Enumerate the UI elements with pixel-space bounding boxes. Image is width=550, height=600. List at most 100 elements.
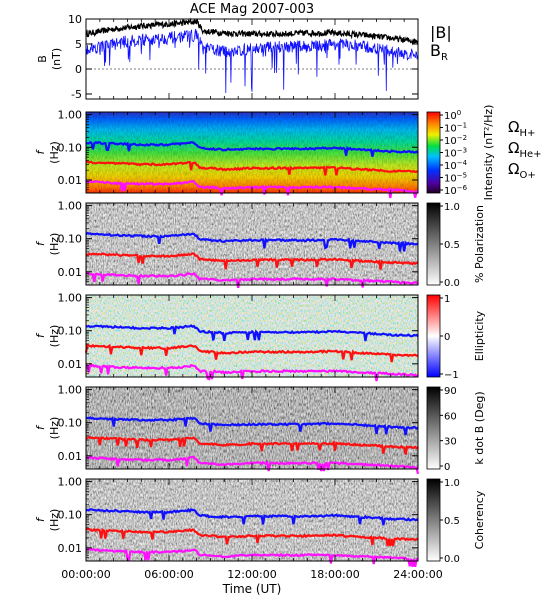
x-tick-label: 18:00:00 (310, 568, 359, 581)
colorbar-tick-label: 100 (444, 109, 461, 122)
colorbar-tick-label: 0 (444, 332, 450, 343)
colorbar-tick-label: 0 (444, 462, 450, 473)
y-tick-label: -5 (71, 88, 82, 101)
colorbar-tick-label: 0.0 (444, 278, 460, 289)
legend-gyrofrequency-h-plus: ΩH+ (508, 118, 535, 139)
gyrofrequency-line-h-plus (85, 232, 419, 252)
y-tick-label: 0.01 (58, 450, 83, 463)
y-axis-label-unit: (Hz) (48, 509, 61, 532)
y-axis-label-unit: (Hz) (48, 417, 61, 440)
colorbar-label: Coherency (473, 490, 486, 549)
y-axis-label: f (34, 240, 47, 246)
y-axis-label-unit: (Hz) (48, 141, 61, 164)
y-tick-label: 0.01 (58, 266, 83, 279)
colorbar-tick-label: 1 (444, 294, 450, 305)
x-tick-label: 00:00:00 (61, 568, 110, 581)
gyrofrequency-line-he-plus (85, 160, 419, 176)
colorbar-tick-label: 1.0 (444, 478, 460, 489)
colorbar-tick-label: 1.0 (444, 202, 460, 213)
chart-title: ACE Mag 2007-003 (190, 2, 314, 17)
y-tick-label: 1.00 (58, 292, 83, 305)
y-tick-label: 0.01 (58, 358, 83, 371)
y-tick-label: 0.01 (58, 542, 83, 555)
y-axis-label-unit: (Hz) (48, 233, 61, 256)
gyrofrequency-line-h-plus (85, 416, 419, 436)
panel-intensity: 1.00 0.10 0.01 f (Hz) 10010−110−210−310−410−5… (34, 105, 542, 201)
spectrogram-image (86, 203, 418, 285)
colorbar (426, 386, 441, 470)
colorbar-tick-label: 90 (444, 386, 457, 397)
panel-magnetic-field: 10 5 0 -5 B (nT) |B|BR (36, 13, 452, 101)
gyrofrequency-line-h-plus (85, 140, 419, 157)
y-tick-label: 10 (68, 13, 82, 26)
panel-coherency: 1.00 0.10 0.01 f (Hz) 1.0 0.5 0.0 Coherency (34, 476, 486, 568)
legend-b-magnitude: |B| (430, 23, 452, 42)
y-axis-label: B (36, 55, 49, 63)
colorbar (426, 294, 441, 378)
colorbar-tick-label: −1 (444, 370, 459, 381)
gyrofrequency-line-o-plus (85, 547, 419, 568)
y-tick-label: 1.00 (58, 109, 83, 122)
colorbar-label: % Polarization (473, 205, 486, 283)
spectrogram-image (86, 479, 418, 561)
colorbar (426, 478, 441, 562)
y-tick-label: 0.10 (58, 325, 83, 338)
spectrogram-texture (86, 112, 418, 193)
y-axis-label: f (34, 332, 47, 338)
legend-gyrofrequency-he-plus: ΩHe+ (508, 139, 542, 160)
colorbar-label: Ellipticity (473, 310, 486, 361)
x-axis: 00:00:00 06:00:00 12:00:00 18:00:00 24:00:00 (61, 568, 442, 581)
y-tick-label: 1.00 (58, 200, 83, 213)
gyrofrequency-line-he-plus (85, 435, 419, 455)
colorbar-tick-label: 10−6 (444, 184, 468, 197)
colorbar (426, 111, 441, 194)
y-tick-label: 0.10 (58, 141, 83, 154)
x-axis-label: Time (UT) (222, 582, 282, 596)
colorbar (426, 202, 441, 286)
gyrofrequency-line-he-plus (84, 343, 419, 363)
y-tick-label: 0.01 (58, 174, 83, 187)
y-tick-label: 5 (75, 38, 82, 51)
colorbar-label: Intensity (nT²/Hz) (482, 105, 495, 201)
y-axis-label: f (34, 516, 47, 522)
colorbar-tick-label: 0.0 (444, 554, 460, 565)
colorbar-tick-label: 0.5 (444, 516, 460, 527)
gyrofrequency-line-h-plus (85, 324, 419, 342)
gyrofrequency-line-he-plus (85, 527, 419, 547)
series-line-b-magnitude (85, 17, 419, 46)
y-tick-label: 0 (75, 63, 82, 76)
panel-k-dot-b: 1.00 0.10 0.01 f (Hz) 90 60 30 0 k dot B (Deg) (34, 384, 486, 475)
series-line-b-r (85, 28, 419, 94)
colorbar-tick-label: 60 (444, 411, 457, 422)
colorbar-tick-label: 10−3 (444, 147, 467, 160)
y-axis-label-unit: (nT) (50, 48, 63, 70)
legend-b-r: BR (430, 41, 448, 63)
colorbar-tick-label: 10−1 (444, 122, 467, 135)
spectrogram-image (86, 387, 418, 469)
gyrofrequency-line-o-plus (85, 271, 419, 289)
gyrofrequency-line-he-plus (85, 252, 419, 270)
y-tick-label: 0.10 (58, 233, 83, 246)
y-axis-label: f (34, 148, 47, 154)
colorbar-tick-label: 10−5 (444, 172, 467, 185)
y-tick-label: 1.00 (58, 384, 83, 397)
legend-gyrofrequency-o-plus: ΩO+ (508, 160, 536, 181)
colorbar-tick-label: 10−4 (444, 159, 468, 172)
gyrofrequency-line-o-plus (85, 179, 419, 199)
colorbar-tick-label: 0.5 (444, 240, 460, 251)
x-tick-label: 24:00:00 (393, 568, 442, 581)
x-tick-label: 06:00:00 (144, 568, 193, 581)
x-tick-label: 12:00:00 (227, 568, 276, 581)
y-axis-label: f (34, 424, 47, 430)
y-tick-label: 0.10 (58, 417, 83, 430)
spectrogram-image (86, 295, 418, 377)
colorbar-tick-label: 10−2 (444, 134, 467, 147)
gyrofrequency-line-h-plus (85, 507, 419, 526)
panel-polarization: 1.00 0.10 0.01 f (Hz) 1.0 0.5 0.0 % Polarization (34, 200, 486, 289)
y-tick-label: 0.10 (58, 509, 83, 522)
y-tick-label: 1.00 (58, 476, 83, 489)
colorbar-tick-label: 30 (444, 437, 457, 448)
panel-ellipticity: 1.00 0.10 0.01 f (Hz) 1 0 −1 Ellipticity (34, 292, 486, 382)
y-axis-label-unit: (Hz) (48, 325, 61, 348)
